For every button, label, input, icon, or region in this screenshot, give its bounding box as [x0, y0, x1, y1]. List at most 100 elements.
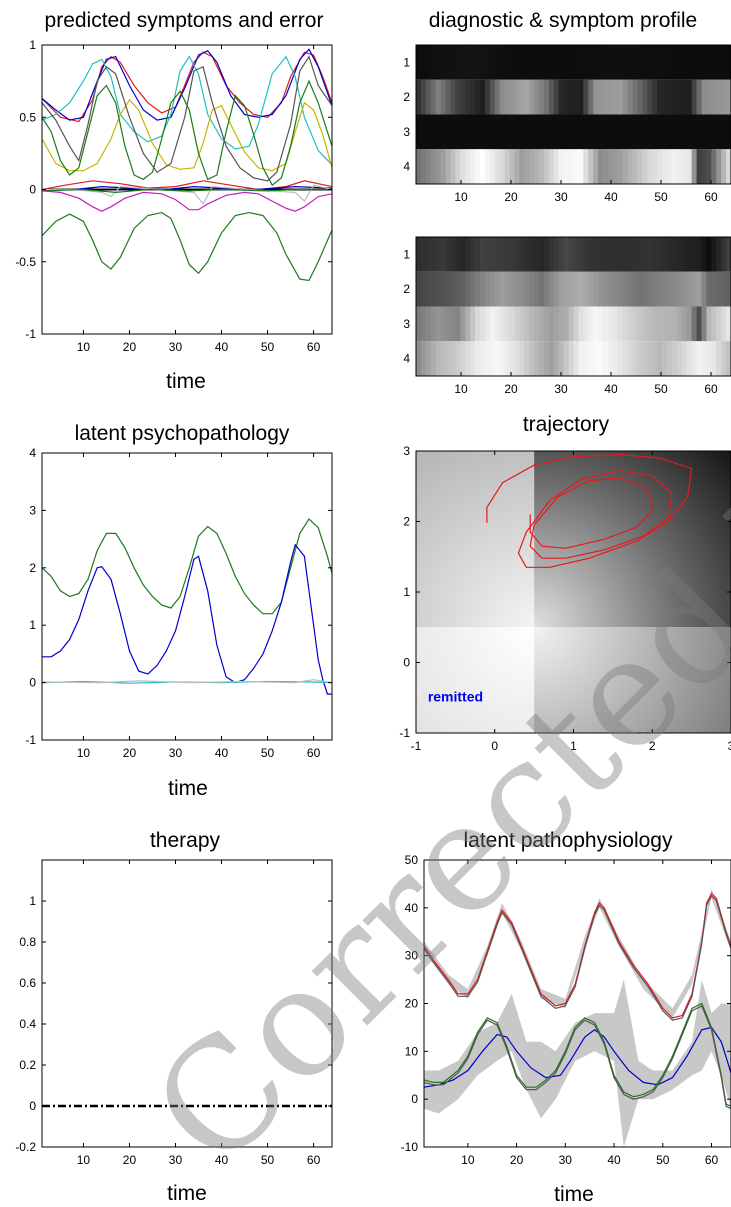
- x-tick-label: 40: [604, 190, 618, 204]
- heatmap-cell: [573, 114, 579, 150]
- heatmap-cell: [711, 149, 717, 184]
- heatmap-cell: [430, 341, 437, 376]
- heatmap-cell: [721, 45, 727, 80]
- heatmap-cell: [726, 45, 731, 80]
- heatmap-cell: [667, 45, 673, 80]
- heatmap-cell: [593, 341, 599, 376]
- heatmap-cell: [558, 271, 565, 307]
- heatmap-cell: [593, 79, 599, 115]
- heatmap-cell: [573, 341, 579, 376]
- heatmap-cell: [484, 79, 491, 115]
- heatmap-cell: [588, 114, 594, 150]
- panel-symptom-profile: diagnostic & symptom profile 1 2 3 4 10 20 30 4…: [403, 9, 731, 204]
- y-tick-label: 50: [405, 853, 419, 867]
- heatmap-cell: [489, 79, 496, 115]
- heatmap-cell: [445, 79, 451, 115]
- x-tick-label: 60: [704, 190, 718, 204]
- heatmap-cell: [499, 271, 505, 307]
- heatmap-cell: [553, 114, 560, 150]
- heatmap-cell: [721, 149, 727, 184]
- heatmap-cell: [607, 341, 614, 376]
- heatmap-cell: [573, 149, 579, 184]
- heatmap-cell: [647, 149, 653, 184]
- heatmap-cell: [578, 341, 584, 376]
- heatmap-cell: [489, 306, 496, 342]
- heatmap-cell: [553, 341, 560, 376]
- heatmap-cell: [455, 149, 461, 184]
- heatmap-cell: [588, 237, 594, 272]
- heatmap-cell: [504, 79, 510, 115]
- panel-trajectory: trajectory -1 0 1 2 3 -1 0 1 2 3 remitted: [399, 413, 731, 753]
- heatmap-cell: [479, 341, 486, 376]
- series-line-1: [42, 48, 332, 121]
- x-tick-label: -1: [411, 739, 422, 753]
- heatmap-cell: [667, 79, 673, 115]
- heatmap-cell: [499, 114, 505, 150]
- heatmap-cell: [470, 271, 476, 307]
- x-tick-label: 50: [656, 1153, 670, 1167]
- row-label: 3: [403, 317, 410, 331]
- heatmap-cell: [445, 45, 451, 80]
- heatmap-cell: [534, 306, 540, 342]
- heatmap-cell: [435, 271, 442, 307]
- x-tick-label: 40: [607, 1153, 621, 1167]
- heatmap-cell: [593, 45, 599, 80]
- heatmap-cell: [543, 341, 550, 376]
- heatmap-cell: [534, 271, 540, 307]
- heatmap-cell: [598, 149, 604, 184]
- heatmap-cell: [504, 149, 510, 184]
- y-tick-label: 1: [403, 585, 410, 599]
- heatmap-cell: [460, 306, 466, 342]
- series-line-3: [424, 1002, 731, 1107]
- heatmap-cell: [701, 114, 707, 150]
- heatmap-cell: [617, 306, 624, 342]
- heatmap-cell: [716, 114, 722, 150]
- y-tick-label: 0: [411, 1092, 418, 1106]
- heatmap-cell: [627, 79, 633, 115]
- y-tick-label: 1: [29, 618, 36, 632]
- heatmap-cell: [499, 341, 505, 376]
- heatmap-cell: [603, 79, 609, 115]
- x-tick-label: 10: [77, 746, 91, 760]
- heatmap-cell: [440, 341, 446, 376]
- heatmap-cell: [539, 149, 545, 184]
- plot-therapy: 10 20 30 40 50 60 -0.2 0 0.2 0.4 0.6 0.8 1: [15, 859, 333, 1167]
- heatmap-cell: [622, 149, 629, 184]
- heatmap-cell: [558, 341, 565, 376]
- heatmap-cell: [450, 306, 456, 342]
- heatmap-cell: [612, 237, 619, 272]
- x-tick-label: 60: [704, 382, 718, 396]
- heatmap-cell: [445, 306, 451, 342]
- heatmap-cell: [706, 306, 712, 342]
- heatmap-cell: [632, 271, 638, 307]
- heatmap-cell: [514, 79, 520, 115]
- x-tick-label: 30: [169, 1153, 183, 1167]
- heatmap-cell: [504, 306, 510, 342]
- y-tick-label: -0.2: [15, 1140, 36, 1154]
- heatmap-cell: [706, 45, 712, 80]
- heatmap-cell: [568, 237, 574, 272]
- y-tick-label: 2: [403, 515, 410, 529]
- heatmap-cell: [494, 341, 501, 376]
- heatmap-cell: [514, 149, 520, 184]
- row-label: 1: [403, 55, 410, 69]
- heatmap-cell: [686, 45, 693, 80]
- heatmap-cell: [676, 79, 683, 115]
- heatmap-cell: [603, 237, 609, 272]
- heatmap-cell: [627, 237, 633, 272]
- heatmap-cell: [662, 79, 668, 115]
- heatmap-cell: [416, 79, 422, 115]
- heatmap-cell: [691, 341, 697, 376]
- heatmap-cell: [637, 79, 643, 115]
- heatmap-cell: [706, 341, 712, 376]
- x-tick-label: 30: [169, 746, 183, 760]
- y-tick-label: 0: [29, 183, 36, 197]
- y-tick-label: -10: [401, 1140, 419, 1154]
- heatmap-cell: [637, 149, 643, 184]
- heatmap-cell: [598, 271, 604, 307]
- heatmap-cell: [711, 341, 717, 376]
- panel-latent-psychopathology: latent psychopathology 10 20 30 40 50 60 -1 0 1 2…: [25, 422, 333, 800]
- heatmap-cell: [691, 271, 697, 307]
- heatmap-cell: [548, 79, 555, 115]
- heatmap-cell: [726, 114, 731, 150]
